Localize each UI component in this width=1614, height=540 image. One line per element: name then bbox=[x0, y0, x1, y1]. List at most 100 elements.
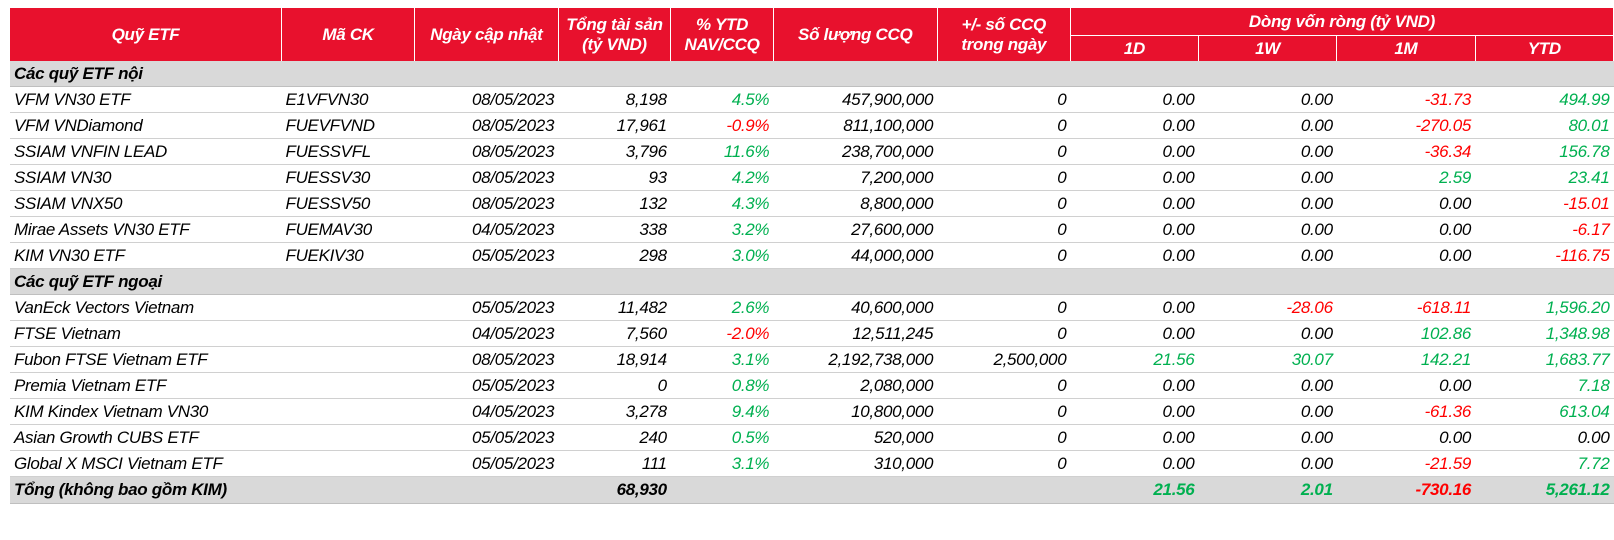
table-row: SSIAM VN30 FUESSV30 08/05/2023 93 4.2% 7,200,… bbox=[10, 164, 1614, 191]
cell-flow-1w: 0.00 bbox=[1198, 242, 1337, 269]
cell-fund: VFM VN30 ETF bbox=[10, 86, 282, 113]
table-row: Mirae Assets VN30 ETF FUEMAV30 04/05/2023 3… bbox=[10, 216, 1614, 243]
cell-flow-1d: 0.00 bbox=[1070, 294, 1199, 321]
cell-flow-ytd: -15.01 bbox=[1475, 190, 1614, 217]
table-row: VanEck Vectors Vietnam 05/05/2023 11,482 2.… bbox=[10, 294, 1614, 321]
cell-ticker: FUESSVFL bbox=[281, 138, 415, 165]
cell-flow-1w: 0.00 bbox=[1198, 164, 1337, 191]
cell-date: 08/05/2023 bbox=[414, 190, 559, 217]
cell-units: 10,800,000 bbox=[773, 398, 938, 425]
col-header-change: +/- số CCQ trong ngày bbox=[937, 8, 1071, 61]
cell-fund: VanEck Vectors Vietnam bbox=[10, 294, 282, 321]
section-title: Các quỹ ETF nội bbox=[10, 61, 1614, 87]
cell-fund: SSIAM VNX50 bbox=[10, 190, 282, 217]
col-header-change-line1: +/- số CCQ bbox=[961, 14, 1047, 34]
cell-flow-1m: -36.34 bbox=[1336, 138, 1476, 165]
cell-assets: 298 bbox=[558, 242, 671, 269]
cell-change: 0 bbox=[937, 164, 1071, 191]
cell-units: 7,200,000 bbox=[773, 164, 938, 191]
total-units-empty bbox=[773, 476, 938, 504]
cell-ytd-nav: 9.4% bbox=[670, 398, 774, 425]
cell-flow-ytd: 0.00 bbox=[1475, 424, 1614, 451]
cell-flow-1w: 0.00 bbox=[1198, 190, 1337, 217]
cell-ticker: FUESSV50 bbox=[281, 190, 415, 217]
cell-units: 27,600,000 bbox=[773, 216, 938, 243]
cell-ytd-nav: 3.1% bbox=[670, 450, 774, 477]
cell-date: 08/05/2023 bbox=[414, 86, 559, 113]
cell-flow-1m: -618.11 bbox=[1336, 294, 1476, 321]
cell-fund: Mirae Assets VN30 ETF bbox=[10, 216, 282, 243]
cell-units: 457,900,000 bbox=[773, 86, 938, 113]
cell-ytd-nav: 0.8% bbox=[670, 372, 774, 399]
cell-flow-ytd: 7.18 bbox=[1475, 372, 1614, 399]
cell-flow-ytd: 1,683.77 bbox=[1475, 346, 1614, 373]
cell-assets: 11,482 bbox=[558, 294, 671, 321]
cell-flow-1d: 21.56 bbox=[1070, 346, 1199, 373]
cell-date: 05/05/2023 bbox=[414, 424, 559, 451]
col-header-ytd-flow: YTD bbox=[1475, 35, 1614, 61]
cell-change: 2,500,000 bbox=[937, 346, 1071, 373]
cell-assets: 240 bbox=[558, 424, 671, 451]
cell-assets: 17,961 bbox=[558, 112, 671, 139]
total-date-empty bbox=[414, 476, 559, 504]
cell-change: 0 bbox=[937, 112, 1071, 139]
cell-flow-1d: 0.00 bbox=[1070, 86, 1199, 113]
cell-units: 310,000 bbox=[773, 450, 938, 477]
cell-assets: 93 bbox=[558, 164, 671, 191]
cell-ticker bbox=[281, 346, 415, 373]
cell-ytd-nav: 4.3% bbox=[670, 190, 774, 217]
cell-change: 0 bbox=[937, 86, 1071, 113]
cell-flow-1m: 0.00 bbox=[1336, 372, 1476, 399]
cell-flow-1m: 2.59 bbox=[1336, 164, 1476, 191]
cell-ytd-nav: 3.1% bbox=[670, 346, 774, 373]
col-header-1w: 1W bbox=[1198, 35, 1338, 61]
cell-ticker: FUEMAV30 bbox=[281, 216, 415, 243]
cell-ytd-nav: -0.9% bbox=[670, 112, 774, 139]
cell-flow-ytd: 613.04 bbox=[1475, 398, 1614, 425]
cell-flow-1w: 0.00 bbox=[1198, 112, 1337, 139]
cell-units: 40,600,000 bbox=[773, 294, 938, 321]
cell-flow-1w: -28.06 bbox=[1198, 294, 1337, 321]
cell-ticker: FUEKIV30 bbox=[281, 242, 415, 269]
cell-fund: Global X MSCI Vietnam ETF bbox=[10, 450, 282, 477]
cell-change: 0 bbox=[937, 190, 1071, 217]
cell-flow-ytd: 1,596.20 bbox=[1475, 294, 1614, 321]
col-header-ytd-line1: % YTD bbox=[696, 14, 749, 34]
cell-flow-1m: 0.00 bbox=[1336, 424, 1476, 451]
col-header-1m: 1M bbox=[1336, 35, 1476, 61]
cell-fund: KIM Kindex Vietnam VN30 bbox=[10, 398, 282, 425]
cell-flow-ytd: -116.75 bbox=[1475, 242, 1614, 269]
cell-assets: 0 bbox=[558, 372, 671, 399]
table-row: Premia Vietnam ETF 05/05/2023 0 0.8% 2,080,0… bbox=[10, 372, 1614, 399]
cell-flow-1d: 0.00 bbox=[1070, 164, 1199, 191]
cell-flow-ytd: 23.41 bbox=[1475, 164, 1614, 191]
cell-change: 0 bbox=[937, 216, 1071, 243]
cell-units: 238,700,000 bbox=[773, 138, 938, 165]
table-row: VFM VN30 ETF E1VFVN30 08/05/2023 8,198 4.5% 4… bbox=[10, 86, 1614, 113]
total-assets: 68,930 bbox=[558, 476, 671, 504]
col-header-1d: 1D bbox=[1070, 35, 1199, 61]
cell-assets: 3,278 bbox=[558, 398, 671, 425]
table-row: VFM VNDiamond FUEVFVND 08/05/2023 17,961 -0.… bbox=[10, 112, 1614, 139]
col-header-fund: Quỹ ETF bbox=[10, 8, 282, 61]
cell-assets: 8,198 bbox=[558, 86, 671, 113]
cell-flow-1m: 142.21 bbox=[1336, 346, 1476, 373]
cell-date: 05/05/2023 bbox=[414, 372, 559, 399]
cell-date: 05/05/2023 bbox=[414, 242, 559, 269]
cell-fund: SSIAM VN30 bbox=[10, 164, 282, 191]
col-header-ticker: Mã CK bbox=[281, 8, 416, 61]
total-label: Tổng (không bao gồm KIM) bbox=[10, 476, 282, 504]
cell-flow-1d: 0.00 bbox=[1070, 216, 1199, 243]
cell-date: 08/05/2023 bbox=[414, 346, 559, 373]
cell-flow-ytd: 156.78 bbox=[1475, 138, 1614, 165]
etf-fund-flow-table: Quỹ ETF Mã CK Ngày cập nhật Tổng tài sản… bbox=[10, 8, 1614, 504]
cell-ytd-nav: 4.5% bbox=[670, 86, 774, 113]
cell-flow-1d: 0.00 bbox=[1070, 320, 1199, 347]
cell-ticker bbox=[281, 320, 415, 347]
cell-change: 0 bbox=[937, 138, 1071, 165]
cell-ytd-nav: 3.0% bbox=[670, 242, 774, 269]
cell-ytd-nav: 4.2% bbox=[670, 164, 774, 191]
cell-date: 05/05/2023 bbox=[414, 294, 559, 321]
total-ticker-empty bbox=[281, 476, 415, 504]
table-row: Global X MSCI Vietnam ETF 05/05/2023 111 3.… bbox=[10, 450, 1614, 477]
